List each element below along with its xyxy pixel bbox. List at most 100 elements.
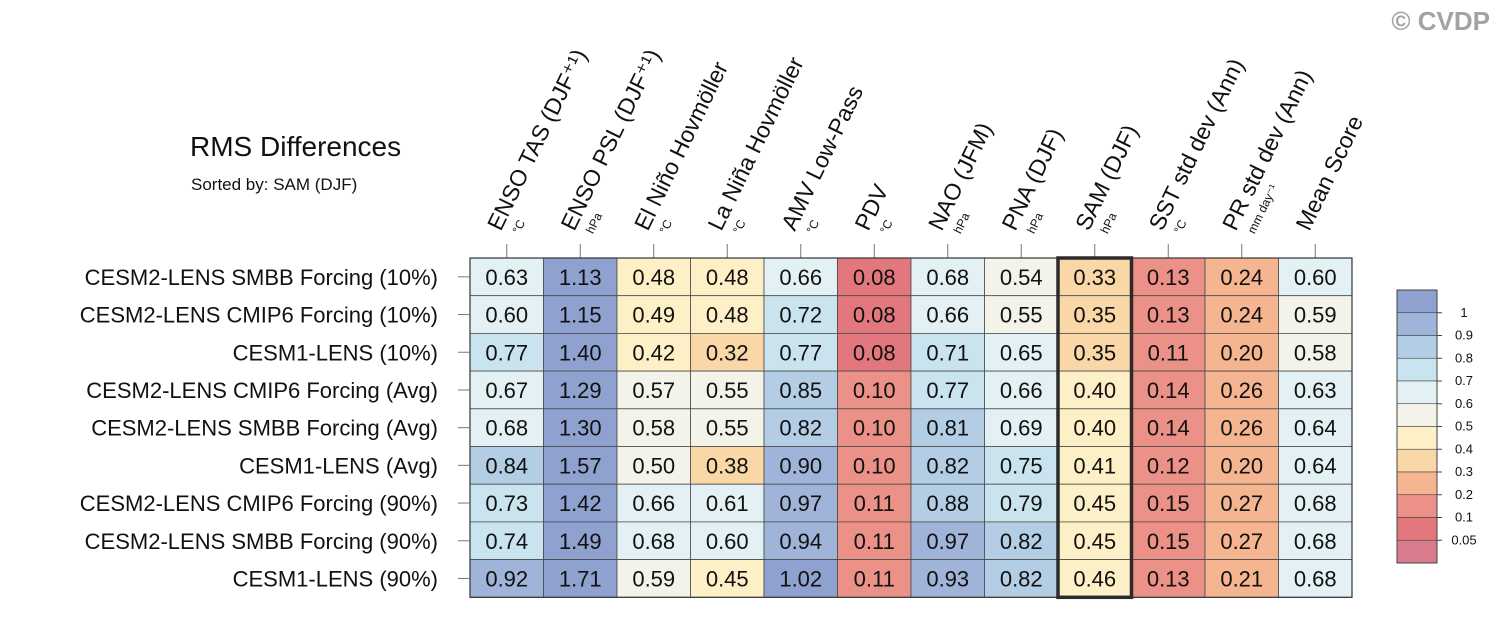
heatmap-cell	[763, 370, 838, 410]
cell-value: 0.82	[1000, 566, 1043, 591]
heatmap-cell	[1204, 446, 1279, 485]
row-label: CESM2-LENS CMIP6 Forcing (Avg)	[86, 378, 438, 403]
heatmap-cell	[763, 332, 838, 372]
colorbar-label: 0.4	[1455, 441, 1473, 456]
cell-value: 0.08	[853, 303, 896, 328]
cell-value: 0.66	[1000, 378, 1043, 403]
cell-value: 0.77	[926, 378, 969, 403]
cell-value: 0.24	[1220, 265, 1263, 290]
heatmap-cell	[469, 370, 544, 410]
heatmap-cell	[1057, 370, 1132, 410]
heatmap-cell	[1278, 521, 1353, 561]
cell-value: 0.60	[1294, 265, 1337, 290]
heatmap-cell	[1057, 295, 1132, 334]
cell-value: 0.66	[632, 491, 675, 516]
colorbar-swatch	[1396, 448, 1438, 473]
heatmap-cell	[984, 446, 1059, 485]
heatmap-cell	[469, 483, 544, 523]
heatmap-cell	[469, 408, 544, 447]
cell-value: 0.74	[485, 529, 528, 554]
cell-value: 0.59	[632, 566, 675, 591]
cell-value: 0.71	[926, 340, 969, 365]
colorbar-swatch	[1396, 380, 1438, 405]
cell-value: 0.77	[779, 340, 822, 365]
cell-value: 0.08	[853, 340, 896, 365]
cell-value: 1.49	[559, 529, 602, 554]
cell-value: 0.33	[1073, 265, 1116, 290]
cell-value: 0.40	[1073, 378, 1116, 403]
heatmap-cell	[763, 483, 838, 523]
cell-value: 0.68	[926, 265, 969, 290]
heatmap-cell	[910, 408, 985, 447]
heatmap-cell	[984, 295, 1059, 334]
cell-value: 1.15	[559, 303, 602, 328]
row-label: CESM1-LENS (90%)	[233, 566, 438, 591]
colorbar-swatch	[1396, 539, 1438, 564]
cell-value: 0.27	[1220, 491, 1263, 516]
cell-value: 0.15	[1147, 529, 1190, 554]
cell-value: 1.29	[559, 378, 602, 403]
column-header-unit: °C	[657, 217, 676, 236]
cell-value: 0.55	[706, 378, 749, 403]
heatmap-cell	[1204, 295, 1279, 334]
heatmap-cell	[469, 257, 544, 297]
column-header-unit: °C	[804, 217, 823, 236]
cell-value: 0.32	[706, 340, 749, 365]
heatmap-cell	[690, 483, 765, 523]
heatmap-cell	[763, 521, 838, 561]
cell-value: 0.66	[926, 303, 969, 328]
heatmap-cell	[1204, 332, 1279, 372]
cell-value: 0.58	[1294, 340, 1337, 365]
column-header-unit: °C	[877, 217, 896, 236]
heatmap-cell	[1131, 483, 1206, 523]
row-label: CESM1-LENS (10%)	[233, 340, 438, 365]
cell-value: 0.50	[632, 453, 675, 478]
heatmap-cell	[984, 370, 1059, 410]
cell-value: 0.26	[1220, 416, 1263, 441]
cell-value: 0.81	[926, 416, 969, 441]
cell-value: 0.14	[1147, 416, 1190, 441]
heatmap-cell	[910, 370, 985, 410]
cell-value: 0.35	[1073, 303, 1116, 328]
cell-value: 0.45	[706, 566, 749, 591]
sorted-column-highlight	[1056, 256, 1134, 600]
cell-value: 1.40	[559, 340, 602, 365]
cell-value: 0.93	[926, 566, 969, 591]
cell-value: 0.41	[1073, 453, 1116, 478]
colorbar: 1 0.9 0.8 0.7 0.6 0.5 0.4 0.3 0.2 0.1 0.05	[1396, 289, 1477, 564]
cell-value: 0.73	[485, 491, 528, 516]
colorbar-swatch	[1396, 426, 1438, 450]
cell-value: 0.13	[1147, 566, 1190, 591]
cell-value: 0.48	[632, 265, 675, 290]
heatmap-cell	[1204, 257, 1279, 297]
cell-value: 0.13	[1147, 303, 1190, 328]
watermark: © CVDP	[1391, 6, 1490, 36]
column-header-unit: °C	[510, 217, 529, 236]
heatmap-cell	[1131, 332, 1206, 372]
cell-value: 0.82	[1000, 529, 1043, 554]
heatmap-cell	[837, 559, 912, 598]
cell-value: 0.63	[1294, 378, 1337, 403]
colorbar-label: 0.05	[1451, 532, 1476, 547]
heatmap-cell	[543, 446, 618, 485]
row-label: CESM2-LENS SMBB Forcing (10%)	[85, 265, 438, 290]
cell-value: 0.35	[1073, 340, 1116, 365]
colorbar-swatch	[1396, 357, 1438, 382]
cell-value: 0.97	[779, 491, 822, 516]
colorbar-label: 0.6	[1455, 396, 1473, 411]
cell-value: 0.75	[1000, 453, 1043, 478]
cell-value: 0.20	[1220, 340, 1263, 365]
heatmap-cell	[837, 332, 912, 372]
heatmap-cell	[1131, 370, 1206, 410]
cell-value: 0.66	[779, 265, 822, 290]
cell-value: 0.85	[779, 378, 822, 403]
heatmap-cell	[616, 408, 691, 447]
heatmap-cell	[616, 370, 691, 410]
cell-value: 0.20	[1220, 453, 1263, 478]
row-label: CESM2-LENS CMIP6 Forcing (10%)	[80, 303, 438, 328]
heatmap-cell	[910, 332, 985, 372]
heatmap-cell	[1204, 408, 1279, 447]
heatmap-cell	[690, 257, 765, 297]
cell-value: 0.27	[1220, 529, 1263, 554]
cell-value: 0.45	[1073, 491, 1116, 516]
